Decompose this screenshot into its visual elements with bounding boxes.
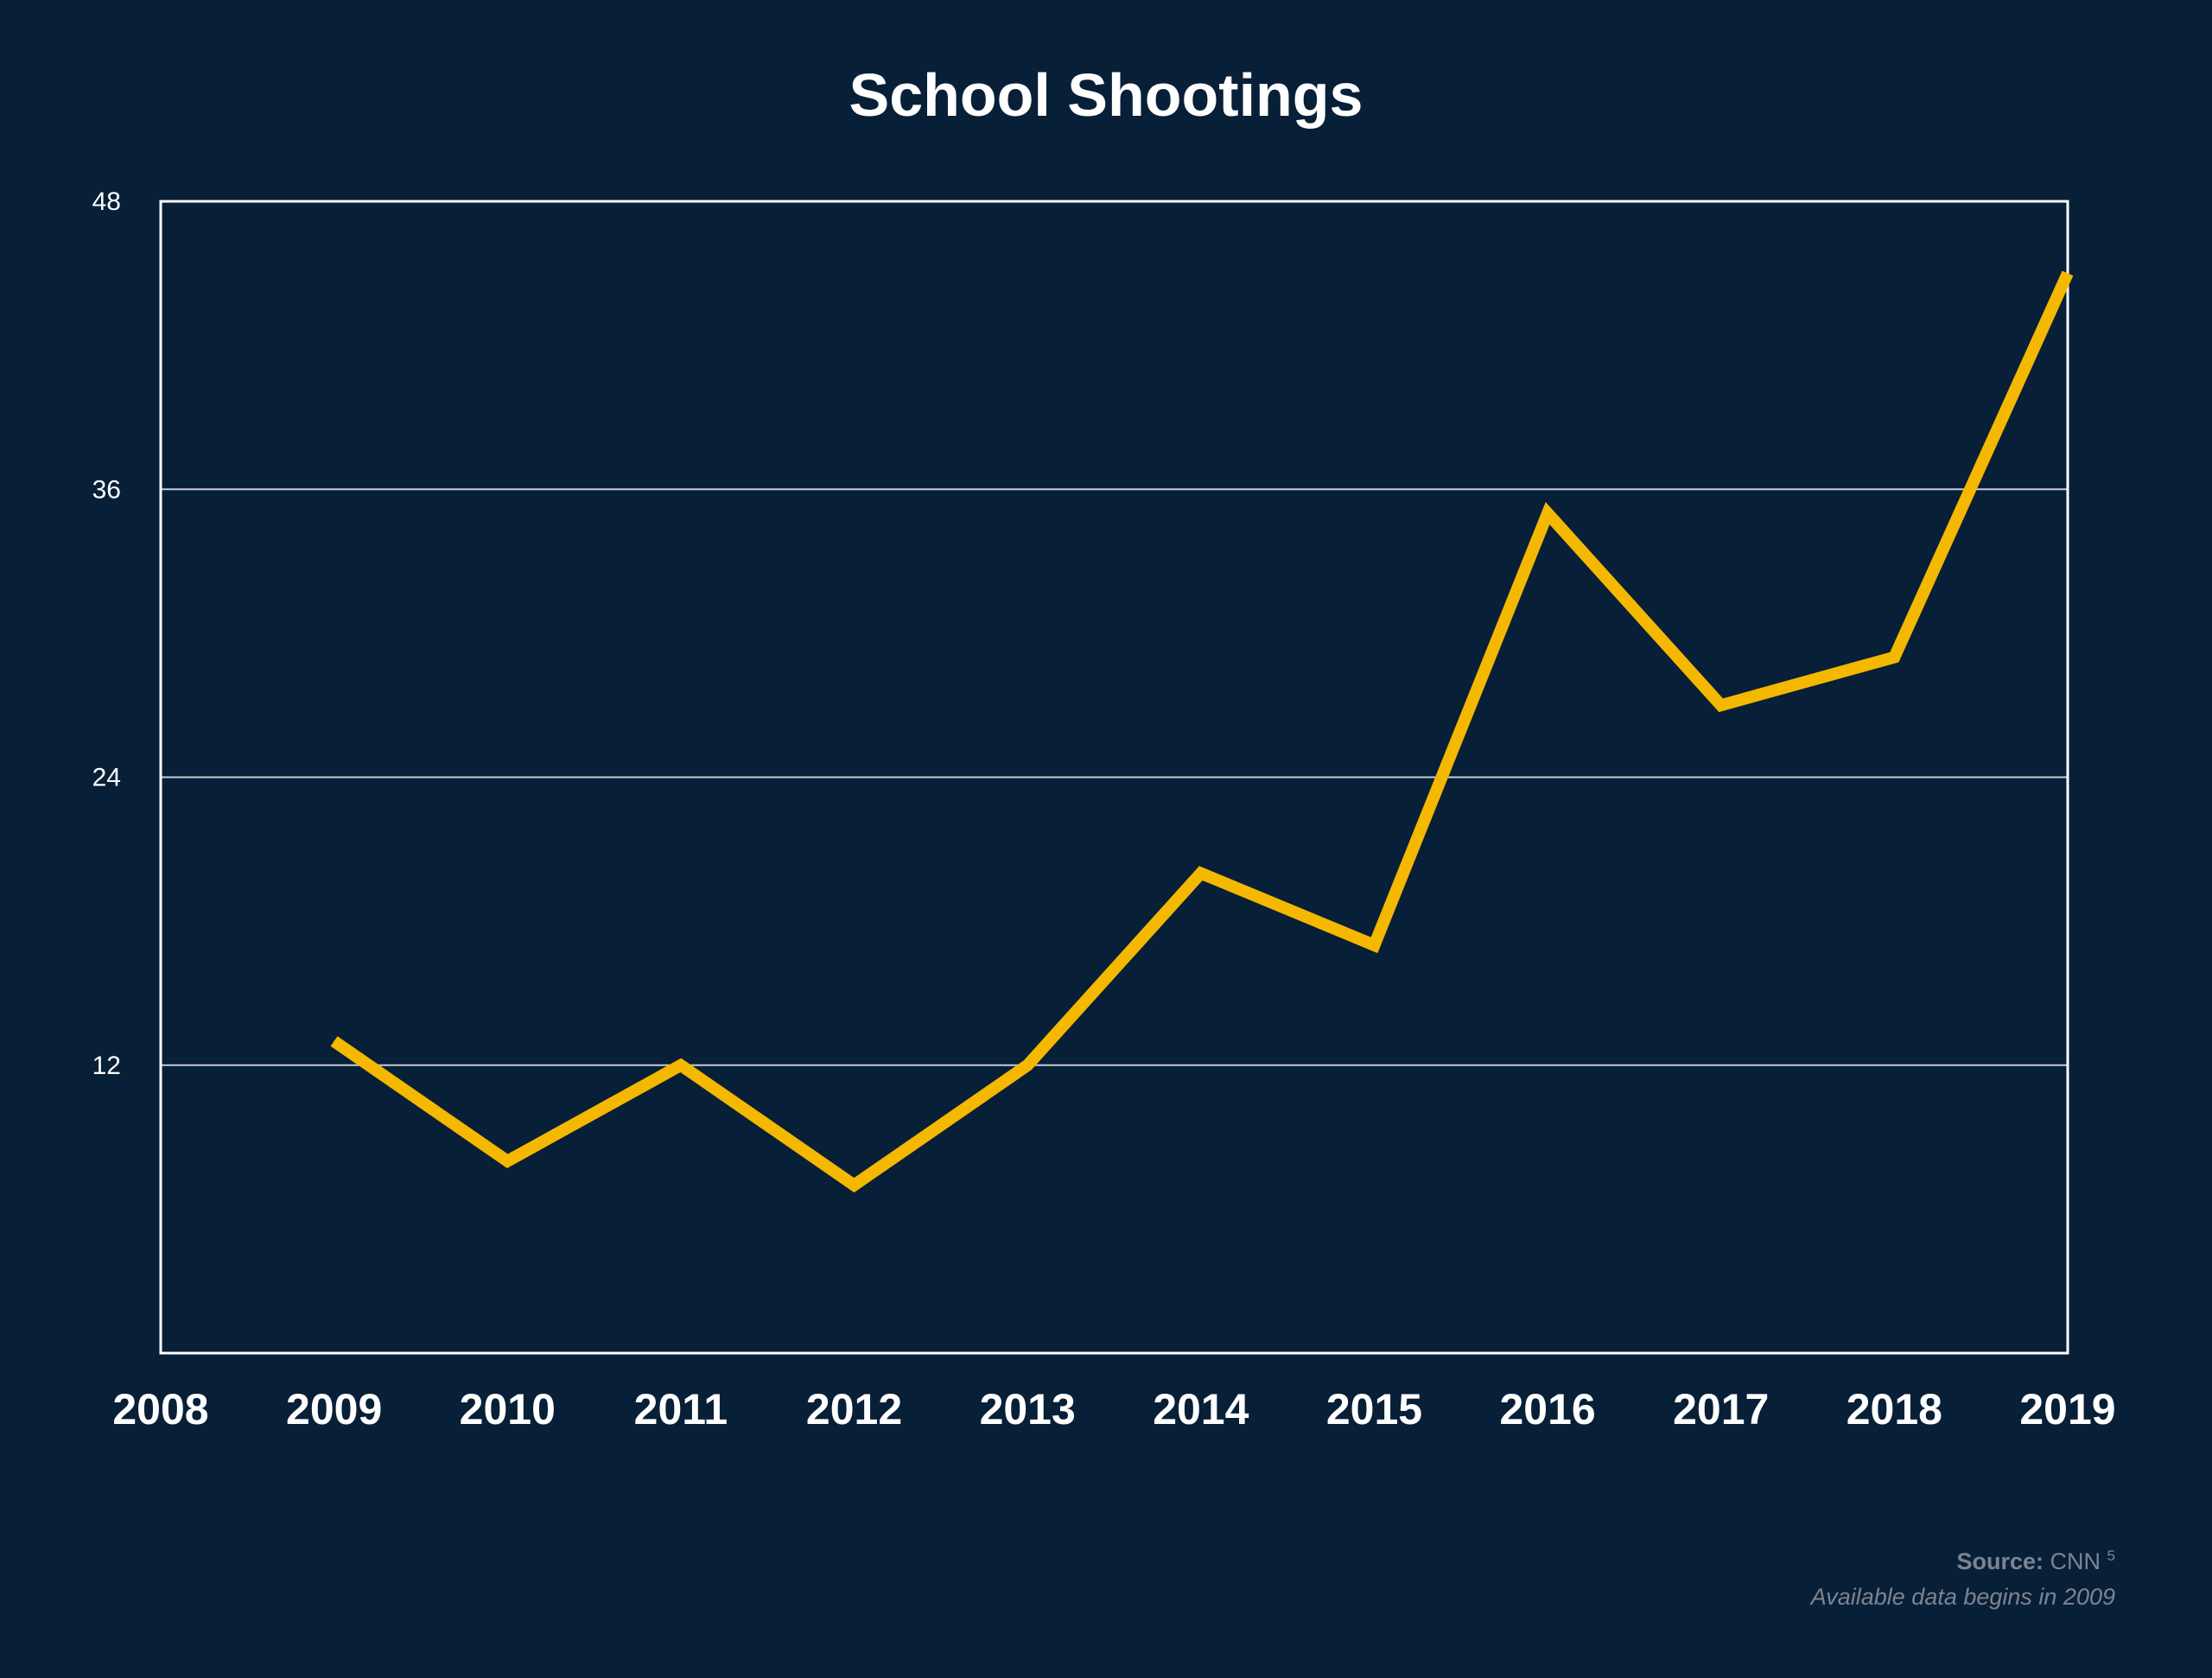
- x-tick-label: 2014: [1153, 1385, 1249, 1433]
- data-point: [506, 1160, 508, 1162]
- x-tick-label: 2016: [1499, 1385, 1595, 1433]
- x-tick-label: 2015: [1326, 1385, 1422, 1433]
- x-tick-label: 2013: [980, 1385, 1076, 1433]
- data-point: [1893, 657, 1895, 658]
- y-tick-label: 36: [92, 475, 121, 504]
- x-tick-label: 2011: [634, 1385, 728, 1433]
- source-name: CNN: [2050, 1548, 2101, 1574]
- x-tick-label: 2017: [1673, 1385, 1769, 1433]
- chart-title: School Shootings: [849, 61, 1363, 129]
- data-point: [1373, 944, 1375, 946]
- data-point: [1720, 704, 1722, 706]
- x-tick-label: 2009: [286, 1385, 382, 1433]
- x-tick-label: 2018: [1847, 1385, 1942, 1433]
- source-availability-note: Available data begins in 2009: [1810, 1584, 2115, 1610]
- x-tick-label: 2019: [2019, 1385, 2115, 1433]
- x-tick-label: 2008: [112, 1385, 208, 1433]
- source-footnote: 5: [2107, 1548, 2115, 1564]
- source-line: Source: CNN 5: [1811, 1538, 2115, 1579]
- series-line: [330, 270, 2074, 1193]
- x-tick-label: 2012: [806, 1385, 902, 1433]
- x-tick-label: 2010: [460, 1385, 556, 1433]
- y-tick-label: 24: [92, 764, 121, 792]
- source-note: Source: CNN 5 Available data begins in 2…: [1811, 1538, 2115, 1615]
- y-tick-label: 48: [92, 188, 121, 216]
- plot-frame: [159, 200, 2069, 1355]
- source-label: Source:: [1956, 1548, 2044, 1574]
- data-point: [1200, 873, 1202, 874]
- data-point: [2067, 272, 2069, 274]
- y-tick-label: 12: [92, 1052, 121, 1080]
